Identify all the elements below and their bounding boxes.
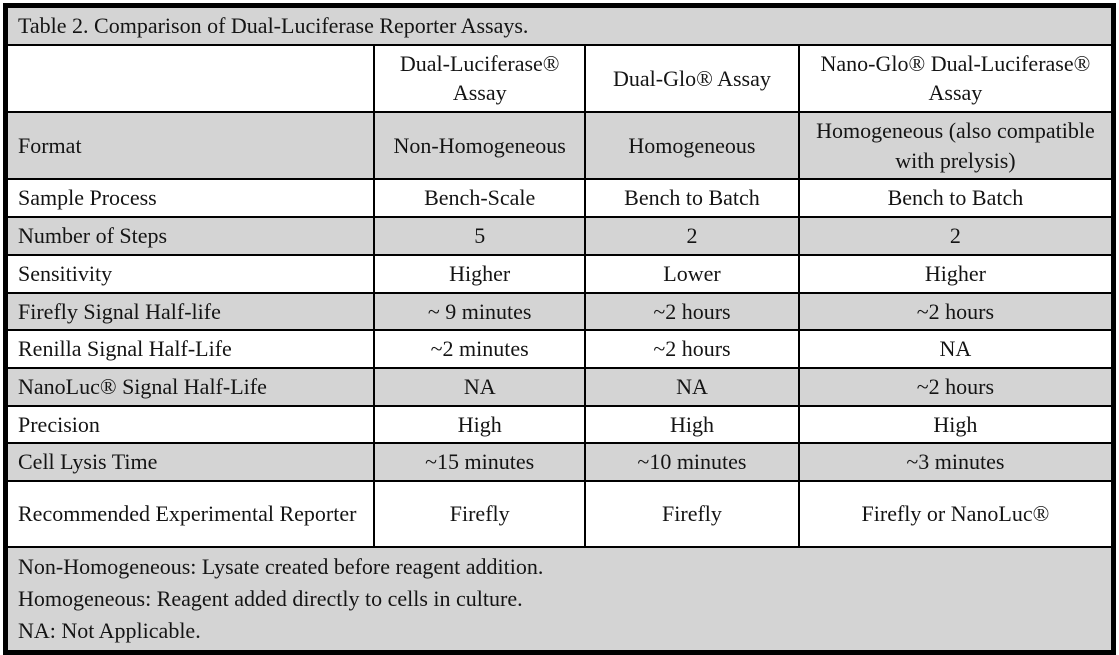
cell-value: NA [584,366,800,407]
table-row-firefly-half-life: Firefly Signal Half-life ~ 9 minutes ~2 … [5,291,1114,332]
comparison-table: Table 2. Comparison of Dual-Luciferase R… [5,6,1114,652]
row-label: Sample Process [5,178,376,219]
row-label: Firefly Signal Half-life [5,291,376,332]
cell-value: Lower [584,253,800,294]
cell-value: ~2 hours [584,329,800,369]
cell-value: NA [373,366,587,407]
table-row-recommended-reporter: Recommended Experimental Reporter Firefl… [5,479,1114,548]
cell-value: 5 [373,216,587,256]
cell-value: Bench-Scale [373,178,587,219]
column-header-dual-glo: Dual-Glo® Assay [584,43,800,114]
table-row-format: Format Non-Homogeneous Homogeneous Homog… [5,111,1114,181]
cell-value: Firefly [373,479,587,548]
column-header-nano-glo: Nano-Glo® Dual-Luciferase® Assay [797,43,1114,114]
cell-value: ~15 minutes [373,442,587,482]
row-label: Renilla Signal Half-Life [5,329,376,369]
cell-value: ~3 minutes [797,442,1114,482]
cell-value: ~10 minutes [584,442,800,482]
footnote-homogeneous: Homogeneous: Reagent added directly to c… [18,585,523,611]
table-row-number-of-steps: Number of Steps 5 2 2 [5,216,1114,256]
footnotes-block: Non-Homogeneous: Lysate created before r… [6,545,1113,652]
cell-value: ~2 hours [797,291,1114,332]
column-header-blank [5,43,376,114]
table-row-sensitivity: Sensitivity Higher Lower Higher [5,253,1114,294]
cell-value: Non-Homogeneous [373,111,587,181]
cell-value: Higher [373,253,587,294]
cell-value: High [584,404,800,445]
cell-value: ~ 9 minutes [373,291,587,332]
table-title-row: Table 2. Comparison of Dual-Luciferase R… [6,6,1113,46]
cell-value: NA [797,329,1114,369]
table-row-sample-process: Sample Process Bench-Scale Bench to Batc… [5,178,1114,219]
footnote-na: NA: Not Applicable. [18,617,201,643]
cell-value: Homogeneous [584,111,800,181]
cell-value: Bench to Batch [584,178,800,219]
table-row-cell-lysis-time: Cell Lysis Time ~15 minutes ~10 minutes … [5,442,1114,482]
row-label: Format [5,111,376,181]
row-label: Sensitivity [5,253,376,294]
cell-value: Homogeneous (also compatible with prelys… [797,111,1114,181]
column-header-dual-luciferase: Dual-Luciferase® Assay [373,43,587,114]
cell-value: 2 [584,216,800,256]
cell-value: ~2 hours [584,291,800,332]
cell-value: 2 [797,216,1114,256]
cell-value: Firefly or NanoLuc® [797,479,1114,548]
table-footnotes-row: Non-Homogeneous: Lysate created before r… [6,545,1113,652]
row-label: NanoLuc® Signal Half-Life [5,366,376,407]
row-label: Number of Steps [5,216,376,256]
cell-value: High [373,404,587,445]
row-label: Recommended Experimental Reporter [5,479,376,548]
table-row-precision: Precision High High High [5,404,1114,445]
table-row-nanoluc-half-life: NanoLuc® Signal Half-Life NA NA ~2 hours [5,366,1114,407]
table-header-row: Dual-Luciferase® Assay Dual-Glo® Assay N… [5,43,1114,114]
row-label: Cell Lysis Time [5,442,376,482]
table-row-renilla-half-life: Renilla Signal Half-Life ~2 minutes ~2 h… [5,329,1114,369]
cell-value: ~2 minutes [373,329,587,369]
cell-value: Bench to Batch [797,178,1114,219]
cell-value: High [797,404,1114,445]
footnote-non-homogeneous: Non-Homogeneous: Lysate created before r… [18,553,544,579]
cell-value: Higher [797,253,1114,294]
table-title: Table 2. Comparison of Dual-Luciferase R… [6,6,1113,46]
row-label: Precision [5,404,376,445]
document-table-sheet: Table 2. Comparison of Dual-Luciferase R… [3,3,1116,655]
cell-value: ~2 hours [797,366,1114,407]
cell-value: Firefly [584,479,800,548]
